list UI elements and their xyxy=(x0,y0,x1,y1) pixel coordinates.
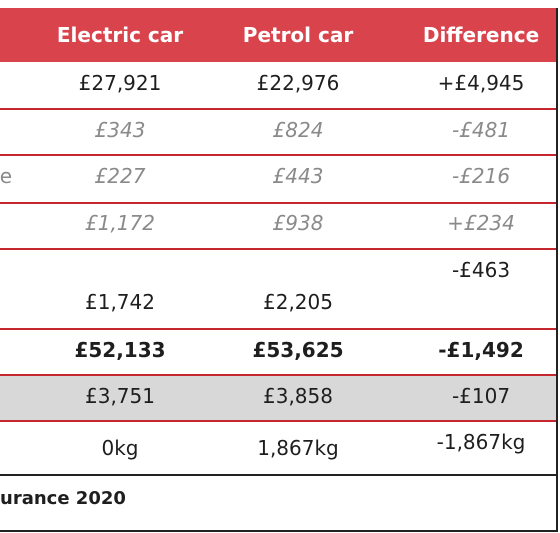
cell-petrol: £22,976 xyxy=(256,71,340,95)
cell-electric: £227 xyxy=(94,164,146,188)
cell-petrol: £2,205 xyxy=(263,290,333,314)
table-row: £3,751 £3,858 -£107 xyxy=(0,376,556,422)
cell-petrol: 1,867kg xyxy=(257,436,339,460)
cell-difference: -1,867kg xyxy=(436,430,526,454)
table-row-total: £52,133 £53,625 -£1,492 xyxy=(0,330,556,376)
cell-petrol: £3,858 xyxy=(263,384,333,408)
cell-electric: £343 xyxy=(94,118,146,142)
table-row: £343 £824 -£481 xyxy=(0,110,556,156)
table-row: £27,921 £22,976 +£4,945 xyxy=(0,62,556,110)
cell-difference: -£463 xyxy=(451,258,511,282)
table-row: £1,742 £2,205 -£463 xyxy=(0,250,556,330)
table-row: £1,172 £938 +£234 xyxy=(0,204,556,250)
table-row: e £227 £443 -£216 xyxy=(0,156,556,204)
cell-petrol: £938 xyxy=(272,211,324,235)
header-difference: Difference xyxy=(422,23,540,47)
cell-electric: 0kg xyxy=(101,436,139,460)
header-electric-car: Electric car xyxy=(56,23,184,47)
cell-difference: -£216 xyxy=(451,164,511,188)
header-petrol-car: Petrol car xyxy=(242,23,354,47)
cell-difference: +£234 xyxy=(447,211,515,235)
cell-difference: -£107 xyxy=(451,384,511,408)
table-frame xyxy=(0,8,558,532)
cell-electric: £27,921 xyxy=(78,71,162,95)
table-row: 0kg 1,867kg -1,867kg xyxy=(0,422,556,474)
row-label: e xyxy=(0,164,12,188)
cell-difference: -£1,492 xyxy=(438,338,524,362)
cell-electric: £3,751 xyxy=(85,384,155,408)
table-bottom-rule xyxy=(0,474,556,476)
cell-petrol: £824 xyxy=(272,118,324,142)
cell-petrol: £53,625 xyxy=(252,338,344,362)
source-caption: urance 2020 xyxy=(0,488,126,509)
cell-difference: +£4,945 xyxy=(437,71,525,95)
cell-difference: -£481 xyxy=(451,118,511,142)
cell-electric: £52,133 xyxy=(74,338,166,362)
cell-electric: £1,172 xyxy=(85,211,155,235)
cell-petrol: £443 xyxy=(272,164,324,188)
table-header: Electric car Petrol car Difference xyxy=(0,8,556,62)
cell-electric: £1,742 xyxy=(85,290,155,314)
